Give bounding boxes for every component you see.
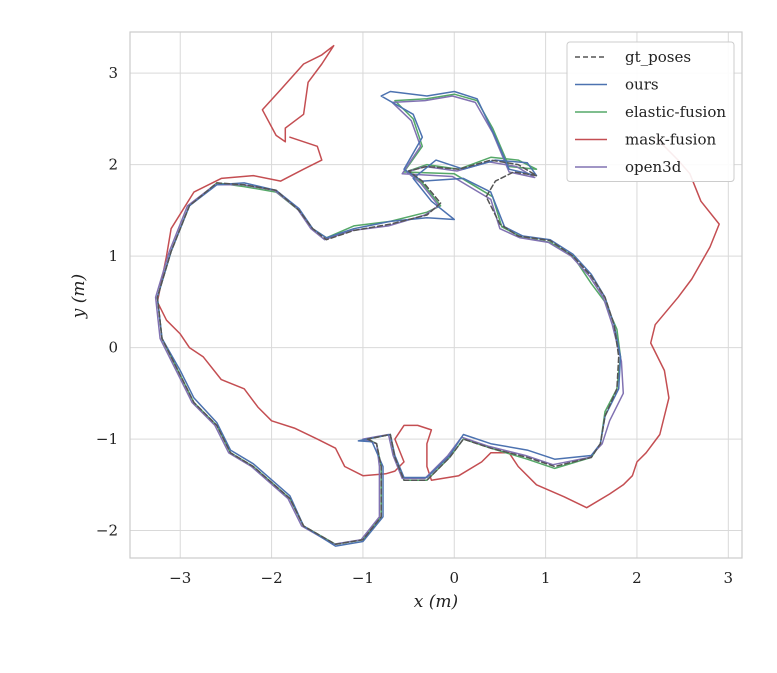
x-tick-label: −1 xyxy=(352,569,374,587)
legend-label-mask-fusion: mask-fusion xyxy=(625,131,716,149)
series-line-gt_poses xyxy=(156,159,620,546)
y-tick-label: 3 xyxy=(108,64,118,82)
y-tick-label: 1 xyxy=(108,247,118,265)
x-tick-label: 1 xyxy=(541,569,551,587)
legend-label-gt_poses: gt_poses xyxy=(625,48,691,66)
x-tick-label: −3 xyxy=(169,569,191,587)
x-tick-labels: −3 −2 −1 0 1 2 3 xyxy=(169,569,733,587)
x-tick-label: 3 xyxy=(724,569,734,587)
plot-frame xyxy=(129,31,743,559)
x-tick-label: 0 xyxy=(449,569,459,587)
x-tick-label: 2 xyxy=(632,569,642,587)
legend-box xyxy=(566,41,735,182)
series-line-mask-fusion xyxy=(261,44,335,143)
y-tick-label: −2 xyxy=(96,522,118,540)
legend-label-elastic-fusion: elastic-fusion xyxy=(625,103,726,121)
x-tick-label: −2 xyxy=(261,569,283,587)
x-axis-label: x (m) xyxy=(414,592,458,612)
y-tick-label: 2 xyxy=(108,156,118,174)
y-tick-labels: −2 −1 0 1 2 3 xyxy=(96,64,118,539)
legend-label-open3d: open3d xyxy=(625,158,682,176)
grid xyxy=(130,32,742,558)
y-tick-label: −1 xyxy=(96,430,118,448)
legend-label-ours: ours xyxy=(625,76,659,94)
y-tick-label: 0 xyxy=(108,339,118,357)
series-line-open3d xyxy=(154,95,625,546)
y-axis-label: y (m) xyxy=(69,274,89,319)
series-layer xyxy=(154,44,720,547)
